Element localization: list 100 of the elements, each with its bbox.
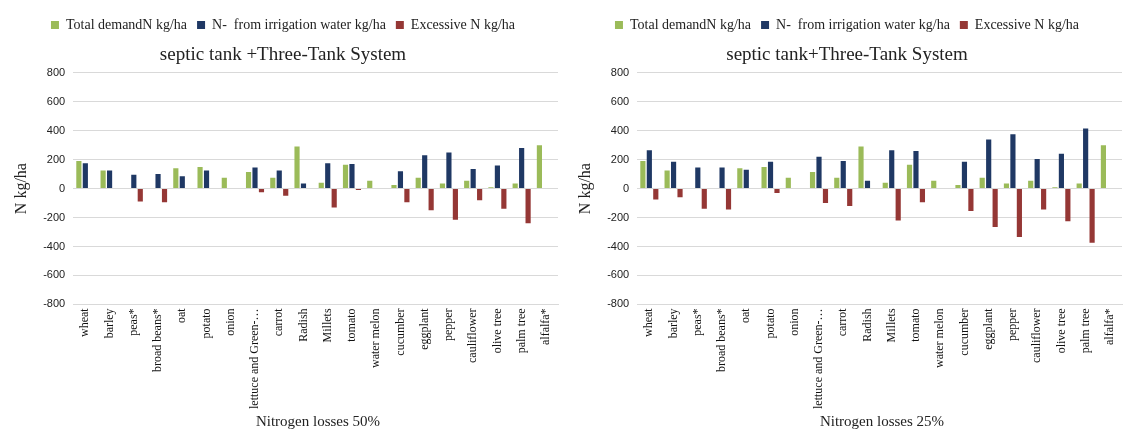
y-tick-label: 400 (610, 123, 630, 136)
y-tick-label: -400 (43, 239, 66, 252)
bar (670, 161, 677, 189)
bar (986, 139, 992, 189)
bar (961, 161, 968, 189)
bar (1065, 189, 1071, 222)
x-axis-title: Nitrogen losses 25% (818, 413, 946, 430)
chart-title: septic tank +Three-Tank System (159, 43, 407, 65)
bar (1083, 128, 1089, 189)
y-tick-label: 200 (46, 152, 66, 165)
bar (131, 174, 137, 189)
y-tick-label: 600 (46, 94, 66, 107)
x-tick-label: oat (174, 307, 189, 324)
bar (1089, 189, 1095, 243)
x-tick-label: Millets (319, 308, 334, 343)
bar (391, 184, 397, 189)
x-tick-label: barley (665, 308, 680, 339)
legend-label: N- from irrigation water kg/ha (212, 16, 387, 32)
x-tick-label: Radish (859, 308, 874, 342)
bar (834, 177, 840, 189)
x-tick-label: palm tree (1077, 308, 1092, 354)
y-tick-label: 400 (46, 123, 66, 136)
bar (179, 176, 185, 189)
bar (979, 177, 985, 189)
x-tick-label: broad beans* (150, 308, 165, 373)
bar (653, 189, 659, 200)
x-tick-label: cauliflower (1029, 308, 1044, 364)
y-tick-label: 800 (46, 65, 66, 78)
bar (761, 166, 767, 189)
x-tick-label: barley (101, 308, 116, 339)
x-tick-label: eggplant (416, 307, 431, 350)
x-tick-label: olive tree (1053, 308, 1068, 354)
bar (774, 189, 780, 193)
bar (955, 184, 961, 189)
bar (725, 189, 732, 210)
x-tick-label: cucumber (392, 308, 407, 356)
bar (270, 177, 276, 189)
bar (82, 163, 88, 189)
bar (404, 189, 410, 203)
bar (847, 189, 853, 206)
bar (895, 189, 901, 221)
bar (446, 152, 452, 189)
x-tick-label: peas* (125, 308, 140, 336)
bar (173, 168, 179, 189)
bar (349, 163, 355, 189)
bar (525, 189, 531, 224)
bar (106, 170, 113, 189)
bar (931, 180, 937, 189)
x-tick-label: oat (738, 307, 753, 324)
bar (367, 180, 373, 189)
x-tick-label: palm tree (513, 308, 528, 354)
bar (646, 150, 652, 189)
bar (536, 145, 542, 189)
bar (245, 171, 252, 189)
bar (415, 177, 421, 189)
y-axis-title: N kg/ha (11, 163, 30, 215)
x-tick-label: wheat (641, 307, 656, 338)
x-tick-label: onion (786, 308, 801, 336)
bar (203, 170, 210, 189)
bar (822, 189, 829, 204)
bar (283, 189, 289, 196)
bar (968, 189, 974, 212)
bar (1016, 189, 1022, 238)
y-tick-label: 200 (610, 152, 630, 165)
x-tick-label: wheat (77, 307, 92, 338)
bar (76, 161, 82, 189)
bar (906, 164, 913, 189)
bar (161, 189, 168, 203)
bar (494, 165, 500, 189)
bar (276, 170, 282, 189)
bar (252, 167, 258, 189)
y-tick-label: -200 (607, 210, 630, 223)
y-tick-label: 0 (623, 181, 630, 194)
bar (785, 177, 791, 189)
x-tick-label: water melon (932, 308, 947, 369)
x-tick-label: pepper (1005, 308, 1020, 342)
bar (992, 189, 998, 227)
bar (428, 189, 434, 211)
bar (1028, 180, 1034, 189)
bar (342, 164, 349, 189)
bar (294, 146, 300, 189)
bar (464, 180, 470, 189)
bar (767, 161, 774, 189)
bar (1034, 158, 1040, 189)
y-tick-label: -200 (43, 210, 66, 223)
x-tick-label: onion (222, 308, 237, 336)
legend-label: Excessive N kg/ha (974, 16, 1080, 32)
bar (858, 146, 864, 189)
bar (1100, 145, 1106, 189)
x-tick-label: carrot (835, 307, 850, 337)
bar (913, 150, 919, 189)
x-tick-label: peas* (689, 308, 704, 336)
x-tick-label: olive tree (489, 308, 504, 354)
legend-label: N- from irrigation water kg/ha (776, 16, 951, 32)
x-tick-label: water melon (368, 308, 383, 369)
x-tick-label: carrot (271, 307, 286, 337)
bar (325, 163, 331, 189)
x-tick-label: Radish (295, 308, 310, 342)
y-tick-label: -600 (43, 268, 66, 281)
bar (677, 189, 683, 198)
